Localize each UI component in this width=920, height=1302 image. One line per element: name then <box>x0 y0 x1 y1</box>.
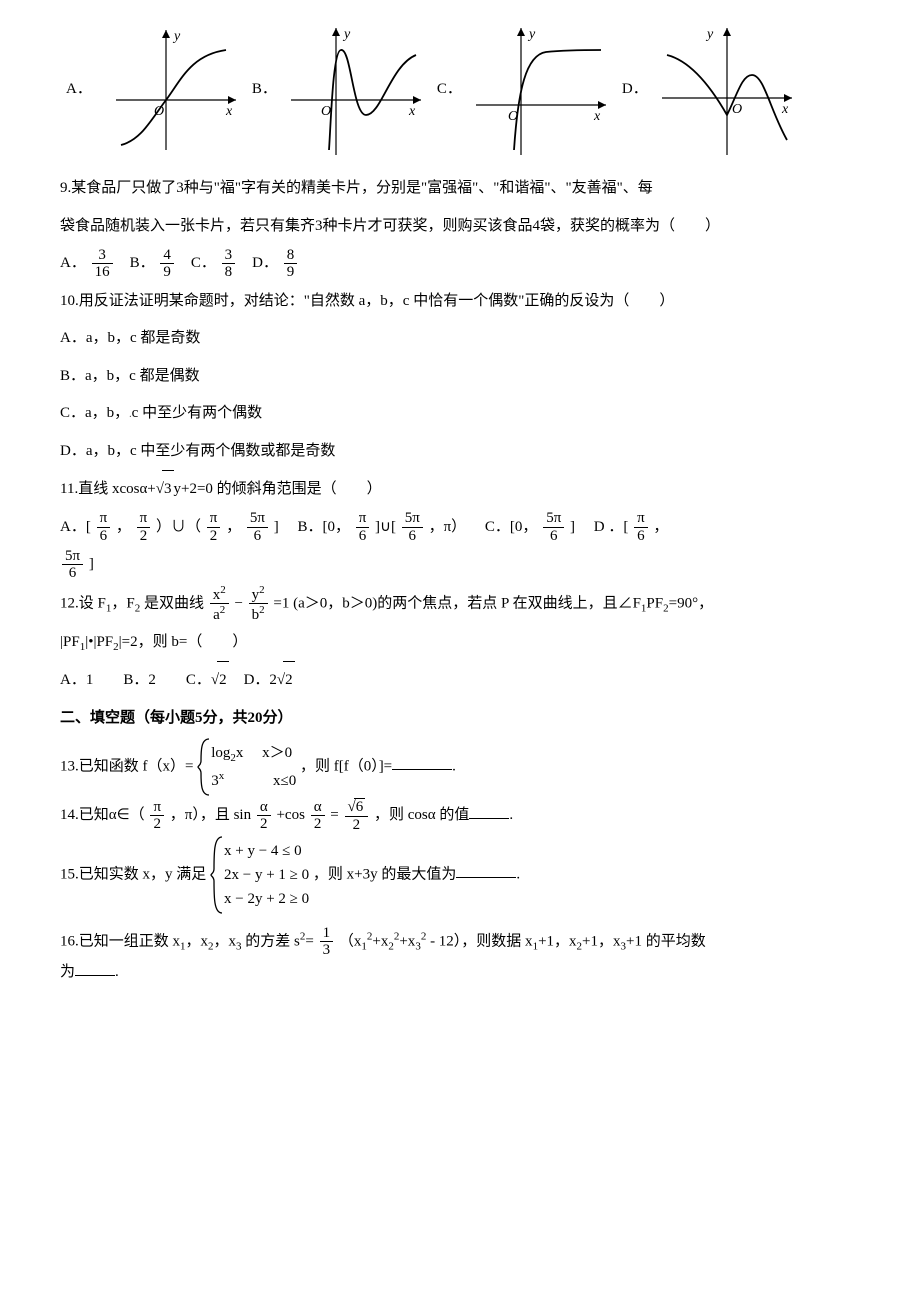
q9-d-frac: 89 <box>284 247 298 281</box>
axis-y-label: y <box>172 29 181 44</box>
q9-c-frac: 38 <box>222 247 236 281</box>
q11-options-line1: A．[ π6 ， π2 ）∪（ π2 ， 5π6 ] B．[0， π6 ]∪[ … <box>60 509 860 547</box>
graph-b: y x O <box>281 20 431 160</box>
q12-stem-line1: 12.设 F1，F2 是双曲线 x2 a2 − y2 b2 =1 (a＞0，b＞… <box>60 584 860 624</box>
q10-d: D．a，b，c 中至少有两个偶数或都是奇数 <box>60 433 860 471</box>
q11-options-line2: 5π6 ] <box>60 546 860 584</box>
axis-x-label: x <box>225 104 233 119</box>
sqrt-icon <box>156 471 164 509</box>
q14-blank[interactable] <box>469 803 509 819</box>
sqrt-icon <box>211 662 219 700</box>
svg-text:O: O <box>321 104 331 119</box>
graph-c: y x O <box>466 20 616 160</box>
q8-graph-options: A． y x O B． y x O C． <box>60 20 860 160</box>
section-2-title: 二、填空题（每小题5分，共20分） <box>60 700 860 738</box>
svg-text:x: x <box>593 109 601 124</box>
q12-stem-line2: |PF1|•|PF2|=2，则 b=（ ） <box>60 624 860 662</box>
q9-a-frac: 316 <box>92 247 113 281</box>
frac-x2a2: x2 a2 <box>210 584 229 624</box>
opt-b-label: B． <box>252 71 277 109</box>
graph-d: y x O <box>652 20 802 160</box>
left-brace-icon <box>197 737 211 797</box>
sqrt-icon <box>277 662 285 700</box>
q9-c-label: C． <box>191 255 216 271</box>
opt-d-label: D． <box>622 71 648 109</box>
q9-b-label: B． <box>130 255 155 271</box>
q12-options: A．1 B．2 C．2 D．22 <box>60 661 860 700</box>
q16-blank[interactable] <box>75 960 115 976</box>
q15: 15.已知实数 x，y 满足 x + y − 4 ≤ 0 2x − y + 1 … <box>60 835 860 915</box>
q15-piecewise: x + y − 4 ≤ 0 2x − y + 1 ≥ 0 x − 2y + 2 … <box>210 835 309 915</box>
q9-d-label: D． <box>252 255 278 271</box>
svg-text:y: y <box>705 27 714 42</box>
left-brace-icon <box>210 835 224 915</box>
q10-b: B．a，b，c 都是偶数 <box>60 358 860 396</box>
q15-blank[interactable] <box>456 862 516 878</box>
q9-line2: 袋食品随机装入一张卡片，若只有集齐3种卡片才可获奖，则购买该食品4袋，获奖的概率… <box>60 208 860 246</box>
q10-c: C．a，b，.c 中至少有两个偶数 <box>60 395 860 433</box>
opt-c-label: C． <box>437 71 462 109</box>
q11-stem: 11.直线 xcosα+3y+2=0 的倾斜角范围是（ ） <box>60 470 860 509</box>
svg-text:x: x <box>408 104 416 119</box>
svg-text:O: O <box>732 102 742 117</box>
q13-blank[interactable] <box>392 754 452 770</box>
sqrt-icon <box>348 799 356 816</box>
opt-a-label: A． <box>66 71 92 109</box>
frac-y2b2: y2 b2 <box>249 584 268 624</box>
graph-a: y x O <box>96 20 246 160</box>
q13-piecewise: log2x x＞0 3x x≤0 <box>197 737 296 797</box>
q14: 14.已知α∈（ π2 ，π），且 sin α2 +cos α2 = 62 ，则… <box>60 797 860 835</box>
q9-options: A． 316 B． 49 C． 38 D． 89 <box>60 245 860 283</box>
q16-line2: 为. <box>60 959 860 986</box>
svg-text:y: y <box>527 27 536 42</box>
q9-a-label: A． <box>60 255 86 271</box>
q9-line1: 9.某食品厂只做了3种与"福"字有关的精美卡片，分别是"富强福"、"和谐福"、"… <box>60 170 860 208</box>
origin-label: O <box>154 104 164 119</box>
q10-stem: 10.用反证法证明某命题时，对结论："自然数 a，b，c 中恰有一个偶数"正确的… <box>60 283 860 321</box>
q10-a: A．a，b，c 都是奇数 <box>60 320 860 358</box>
svg-text:x: x <box>781 102 789 117</box>
q9-b-frac: 49 <box>160 247 174 281</box>
svg-text:y: y <box>342 27 351 42</box>
q16-line1: 16.已知一组正数 x1，x2，x3 的方差 s2= 13 （x12+x22+x… <box>60 925 860 959</box>
q13: 13.已知函数 f（x）= log2x x＞0 3x x≤0 ，则 f[f（0）… <box>60 737 860 797</box>
